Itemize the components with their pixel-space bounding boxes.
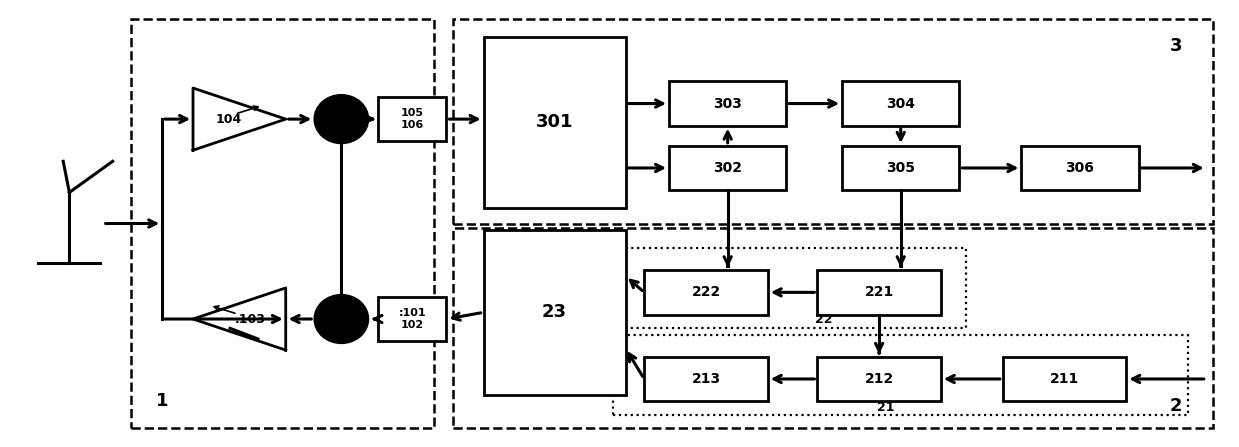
Polygon shape [193,88,286,150]
Bar [483,37,626,208]
Ellipse shape [315,295,368,343]
Text: 105
106: 105 106 [400,108,424,131]
Bar [378,297,446,341]
Text: 212: 212 [865,372,893,386]
Text: 104: 104 [216,113,242,126]
Text: 23: 23 [543,304,567,321]
Text: 2: 2 [1170,396,1182,415]
Bar [818,357,940,401]
Text: 22: 22 [815,312,833,325]
Text: .103: .103 [235,312,266,325]
Bar [818,270,940,315]
Text: 301: 301 [535,114,574,131]
Text: 303: 303 [714,97,742,110]
Text: 3: 3 [1170,37,1182,55]
Bar [644,270,768,315]
Text: 304: 304 [886,97,916,110]
Text: 302: 302 [714,161,742,175]
Text: :101
102: :101 102 [399,308,426,330]
Bar [483,230,626,395]
Bar [1002,357,1126,401]
Text: 21: 21 [876,401,895,414]
Bar [843,81,959,126]
Bar [131,19,434,428]
Bar [613,334,1188,414]
Bar [613,248,965,328]
Text: 211: 211 [1049,372,1079,386]
Polygon shape [193,288,286,350]
Text: 306: 306 [1066,161,1094,175]
Bar [1021,146,1139,190]
Text: 213: 213 [691,372,721,386]
Bar [843,146,959,190]
Text: 1: 1 [156,392,169,410]
Bar [669,81,787,126]
Bar [378,97,446,141]
Text: 221: 221 [865,285,893,299]
Text: 305: 305 [886,161,916,175]
Ellipse shape [315,95,368,143]
Bar [669,146,787,190]
Bar [452,228,1213,428]
Bar [452,19,1213,224]
Bar [644,357,768,401]
Text: 222: 222 [691,285,721,299]
